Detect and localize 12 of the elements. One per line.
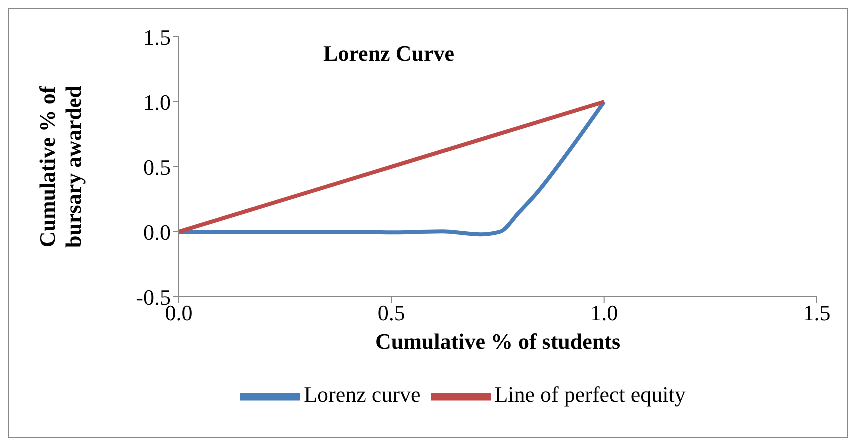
y-axis-title: Cumulative % of bursary awarded: [35, 86, 86, 248]
x-tick-label: 1.0: [590, 300, 618, 326]
y-tick-label: 1.5: [144, 24, 171, 50]
legend-label: Line of perfect equity: [494, 382, 686, 408]
x-axis-title: Cumulative % of students: [375, 329, 621, 354]
y-tick-label: 0.0: [144, 220, 171, 245]
x-tick-label: 0.5: [378, 300, 406, 326]
chart-title: Lorenz Curve: [324, 41, 455, 66]
y-tick-label: 1.0: [144, 90, 171, 115]
y-tick-label: 0.5: [144, 154, 171, 180]
x-tick-label: 1.5: [803, 300, 831, 326]
legend-label: Lorenz curve: [304, 382, 421, 408]
